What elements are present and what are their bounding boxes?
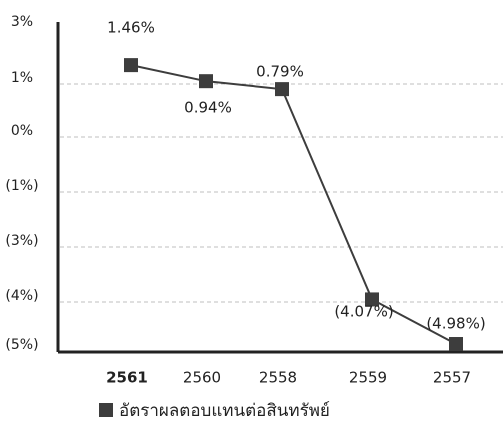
y-tick-label: (1%) bbox=[5, 178, 38, 194]
legend-label: อัตราผลตอบแทนต่อสินทรัพย์ bbox=[119, 400, 330, 421]
data-labels: 1.46% 0.94% 0.79% (4.07%) (4.98%) bbox=[107, 19, 486, 333]
x-tick-label: 2559 bbox=[349, 369, 387, 387]
data-label: (4.98%) bbox=[426, 315, 485, 333]
x-tick-label: 2558 bbox=[259, 369, 297, 387]
legend: อัตราผลตอบแทนต่อสินทรัพย์ bbox=[99, 398, 330, 422]
data-point-marker bbox=[275, 82, 289, 97]
legend-swatch bbox=[99, 403, 113, 417]
y-tick-label: (5%) bbox=[5, 337, 38, 353]
data-label: (4.07%) bbox=[334, 303, 393, 321]
data-point-marker bbox=[124, 58, 138, 73]
data-point-marker bbox=[449, 337, 463, 352]
data-label: 0.79% bbox=[256, 63, 304, 81]
x-axis-tick-labels: 2561 2560 2558 2559 2557 bbox=[106, 369, 471, 387]
data-point-marker bbox=[199, 74, 213, 89]
data-markers bbox=[124, 58, 463, 352]
x-tick-label: 2560 bbox=[183, 369, 221, 387]
y-tick-label: (4%) bbox=[5, 288, 38, 304]
y-tick-label: 0% bbox=[11, 123, 33, 139]
y-tick-label: 3% bbox=[11, 14, 33, 30]
data-label: 0.94% bbox=[184, 99, 232, 117]
gridlines bbox=[60, 83, 503, 352]
data-label: 1.46% bbox=[107, 19, 155, 37]
data-point-marker bbox=[365, 292, 379, 307]
y-axis-tick-labels: 3% 1% 0% (1%) (3%) (4%) (5%) bbox=[5, 14, 38, 353]
y-tick-label: (3%) bbox=[5, 233, 38, 249]
y-tick-label: 1% bbox=[11, 70, 33, 86]
x-tick-label: 2561 bbox=[106, 369, 148, 387]
x-tick-label: 2557 bbox=[433, 369, 471, 387]
